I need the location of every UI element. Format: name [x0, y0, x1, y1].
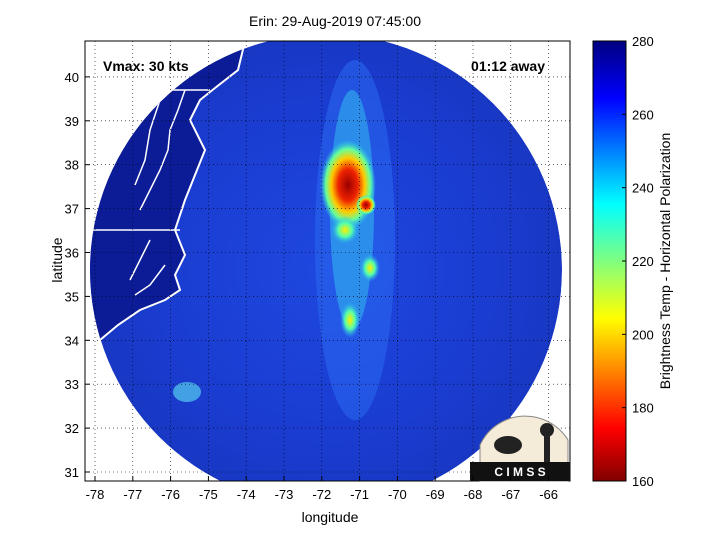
convection-cell-3: [340, 302, 360, 338]
x-tick-label-1: -77: [123, 487, 142, 502]
colorbar-tick-label-0: 160: [632, 474, 654, 489]
x-tick-label-6: -72: [312, 487, 331, 502]
vmax-label: Vmax: 30 kts: [103, 58, 189, 74]
y-axis: 31 32 33 34 35 36 37 38 39 40: [65, 70, 90, 480]
x-tick-label-9: -69: [426, 487, 445, 502]
x-tick-label-3: -75: [199, 487, 218, 502]
logo-tower: [544, 432, 550, 462]
logo-satellite-dish: [494, 436, 522, 454]
colorbar-label: Brightness Temp - Horizontal Polarizatio…: [657, 133, 673, 390]
convection-cell-2: [360, 254, 380, 282]
colorbar-tick-label-2: 200: [632, 327, 654, 342]
x-tick-label-4: -74: [237, 487, 256, 502]
x-tick-label-11: -67: [501, 487, 520, 502]
logo-tower-top: [540, 423, 554, 437]
bay-coastline: [129, 89, 186, 296]
y-tick-label-5: 36: [65, 246, 79, 261]
x-axis-label: longitude: [302, 509, 359, 525]
y-axis-label: latitude: [49, 237, 65, 282]
colorbar: 160 180 200 220 240 260 280 Brightness Temp - …: [592, 34, 673, 489]
y-tick-label-2: 33: [65, 377, 79, 392]
x-tick-label-7: -71: [350, 487, 369, 502]
colorbar-ticks: 160 180 200 220 240 260 280: [622, 34, 654, 489]
y-tick-label-7: 38: [65, 158, 79, 173]
colorbar-tick-label-4: 240: [632, 181, 654, 196]
x-tick-label-10: -68: [464, 487, 483, 502]
plot-area: [85, 41, 570, 481]
grid-lines: [85, 41, 570, 481]
chart-title: Erin: 29-Aug-2019 07:45:00: [249, 13, 421, 29]
colorbar-tick-label-6: 280: [632, 34, 654, 49]
colorbar-tick-label-3: 220: [632, 254, 654, 269]
x-tick-label-0: -78: [86, 487, 105, 502]
x-tick-label-12: -66: [539, 487, 558, 502]
convection-cell-1: [356, 195, 376, 215]
y-tick-label-4: 35: [65, 289, 79, 304]
y-tick-label-1: 32: [65, 421, 79, 436]
logo-bar: [470, 462, 570, 481]
y-tick-label-9: 40: [65, 70, 79, 85]
x-tick-label-5: -73: [275, 487, 294, 502]
x-tick-label-8: -70: [388, 487, 407, 502]
y-tick-label-6: 37: [65, 202, 79, 217]
plot-frame: [84, 40, 571, 482]
x-tick-label-2: -76: [161, 487, 180, 502]
coastline: [99, 41, 246, 341]
x-axis: -78 -77 -76 -75 -74 -73 -72 -71 -70 -69 -68 -67 -66: [86, 476, 558, 502]
colorbar-tick-label-1: 180: [632, 401, 654, 416]
y-tick-label-3: 34: [65, 333, 79, 348]
cimss-logo: C I M S S: [470, 415, 570, 482]
colorbar-gradient: [592, 40, 627, 482]
convection-cell-4: [331, 216, 359, 244]
y-tick-label-0: 31: [65, 465, 79, 480]
time-away-label: 01:12 away: [471, 58, 545, 74]
logo-text: C I M S S: [494, 465, 545, 479]
convection-cell-5: [173, 382, 201, 402]
colorbar-tick-label-5: 260: [632, 107, 654, 122]
y-tick-label-8: 39: [65, 114, 79, 129]
